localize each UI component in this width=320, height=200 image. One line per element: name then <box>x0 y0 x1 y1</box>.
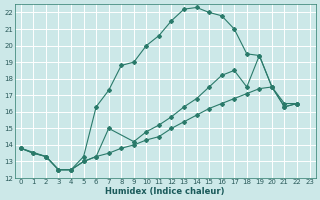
X-axis label: Humidex (Indice chaleur): Humidex (Indice chaleur) <box>106 187 225 196</box>
